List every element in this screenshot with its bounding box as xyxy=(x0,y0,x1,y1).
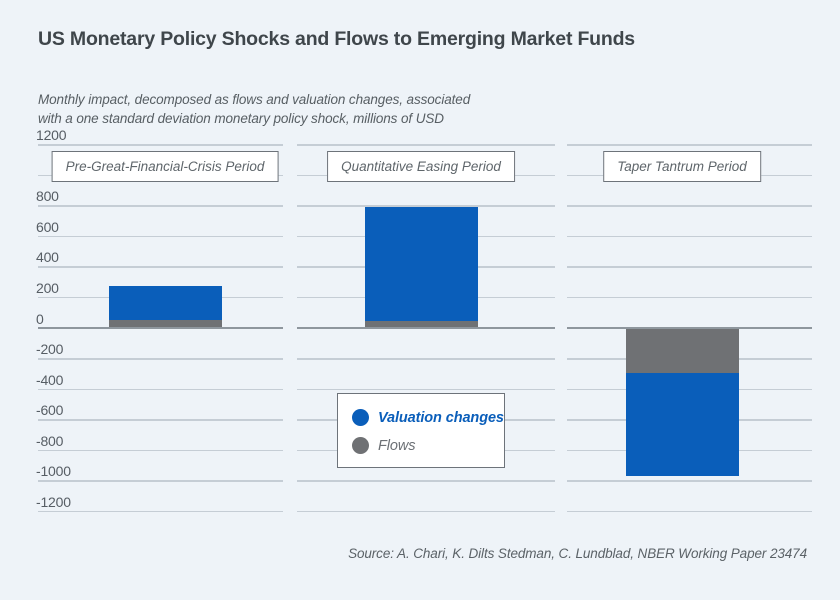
valuation-changes-swatch-icon xyxy=(352,409,369,426)
gridline xyxy=(38,205,283,207)
legend: Valuation changes Flows xyxy=(337,393,505,468)
gridline xyxy=(567,296,812,299)
bar-segment-valuation-changes xyxy=(108,286,222,320)
y-tick-label: 400 xyxy=(36,249,59,266)
gridline xyxy=(297,510,555,513)
gridline xyxy=(567,235,812,238)
gridline xyxy=(567,510,812,513)
bar-segment-flows xyxy=(108,319,222,328)
gridline xyxy=(38,480,283,482)
y-tick-label: -400 xyxy=(36,371,64,388)
gridline xyxy=(38,144,283,146)
chart-subtitle-line2: with a one standard deviation monetary p… xyxy=(38,111,444,126)
zero-line xyxy=(297,326,555,329)
chart-title: US Monetary Policy Shocks and Flows to E… xyxy=(38,28,635,50)
panel-label-pre-gfc: Pre-Great-Financial-Crisis Period xyxy=(51,151,279,182)
y-tick-label: -1200 xyxy=(36,493,71,510)
bar-segment-valuation-changes xyxy=(364,206,478,322)
gridline xyxy=(38,266,283,268)
chart-subtitle-line1: Monthly impact, decomposed as flows and … xyxy=(38,92,471,107)
gridline xyxy=(38,449,283,452)
gridline xyxy=(567,144,812,146)
y-tick-label: 200 xyxy=(36,279,59,296)
gridline xyxy=(567,205,812,207)
flows-swatch-icon xyxy=(352,437,369,454)
y-tick-label: 0 xyxy=(36,310,44,327)
zero-line xyxy=(567,326,812,329)
gridline xyxy=(38,358,283,360)
y-tick-label: -800 xyxy=(36,432,64,449)
chart-subtitle: Monthly impact, decomposed as flows and … xyxy=(38,90,470,128)
gridline xyxy=(38,235,283,238)
gridline xyxy=(297,205,555,207)
bar-segment-flows xyxy=(364,321,478,328)
gridline xyxy=(567,480,812,482)
zero-line xyxy=(38,326,283,329)
legend-item-flows: Flows xyxy=(352,434,504,457)
y-tick-label: 1200 xyxy=(36,127,67,144)
gridline xyxy=(38,510,283,513)
gridline xyxy=(297,388,555,391)
gridline xyxy=(38,388,283,391)
legend-label-valuation-changes: Valuation changes xyxy=(378,409,504,426)
y-tick-label: -200 xyxy=(36,341,64,358)
y-tick-label: -1000 xyxy=(36,463,71,480)
gridline xyxy=(567,266,812,268)
legend-label-flows: Flows xyxy=(378,437,416,454)
panel-label-qe: Quantitative Easing Period xyxy=(327,151,515,182)
panel-label-taper-tantrum: Taper Tantrum Period xyxy=(603,151,761,182)
bar-segment-valuation-changes xyxy=(625,373,739,476)
y-tick-label: 600 xyxy=(36,218,59,235)
gridline xyxy=(297,480,555,482)
source-citation: Source: A. Chari, K. Dilts Stedman, C. L… xyxy=(348,546,807,561)
y-tick-label: -600 xyxy=(36,402,64,419)
gridline xyxy=(38,419,283,421)
gridline xyxy=(297,144,555,146)
gridline xyxy=(297,358,555,360)
legend-item-valuation-changes: Valuation changes xyxy=(352,406,504,429)
bar-segment-flows xyxy=(625,327,739,374)
y-tick-label: 800 xyxy=(36,188,59,205)
